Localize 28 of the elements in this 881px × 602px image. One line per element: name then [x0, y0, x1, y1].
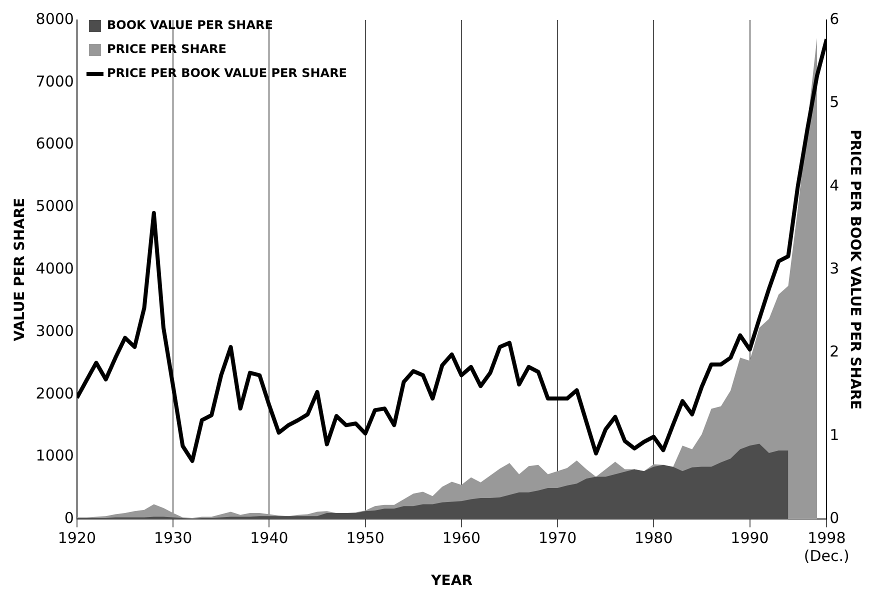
x-tick-label: 1970	[538, 529, 577, 548]
x-tick-label: 1950	[346, 529, 384, 548]
x-tick-label: 1980	[634, 529, 673, 548]
y2-tick-label: 1	[830, 426, 840, 444]
x-axis-title: YEAR	[430, 573, 473, 590]
y2-axis-title: PRICE PER BOOK VALUE PER SHARE	[846, 130, 863, 410]
y2-tick-label: 3	[830, 259, 840, 278]
y-tick-label: 4000	[36, 259, 74, 278]
y-tick-label: 7000	[36, 72, 74, 90]
y2-tick-label: 2	[830, 342, 840, 361]
y-tick-label: 2000	[36, 384, 74, 402]
y-axis-title: VALUE PER SHARE	[12, 198, 28, 342]
x-tick-label: 1998 (Dec.)	[804, 529, 850, 566]
y2-tick-label: 5	[830, 93, 840, 112]
x-tick-label: 1990	[730, 529, 769, 548]
y2-tick-label: 0	[830, 509, 840, 528]
x-tick-label: 1930	[154, 529, 192, 548]
y-tick-label: 6000	[36, 134, 74, 153]
y-tick-label: 0	[64, 509, 74, 528]
x-tick-label: 1960	[442, 529, 481, 548]
y-tick-label: 3000	[36, 322, 74, 340]
y-tick-label: 5000	[36, 197, 74, 216]
x-tick-label: 1920	[58, 529, 96, 548]
y2-tick-label: 4	[830, 176, 840, 194]
y-tick-label: 1000	[36, 446, 74, 465]
x-tick-label: 1940	[250, 529, 288, 548]
y-tick-label: 8000	[36, 10, 74, 28]
y2-tick-label: 6	[830, 10, 840, 28]
